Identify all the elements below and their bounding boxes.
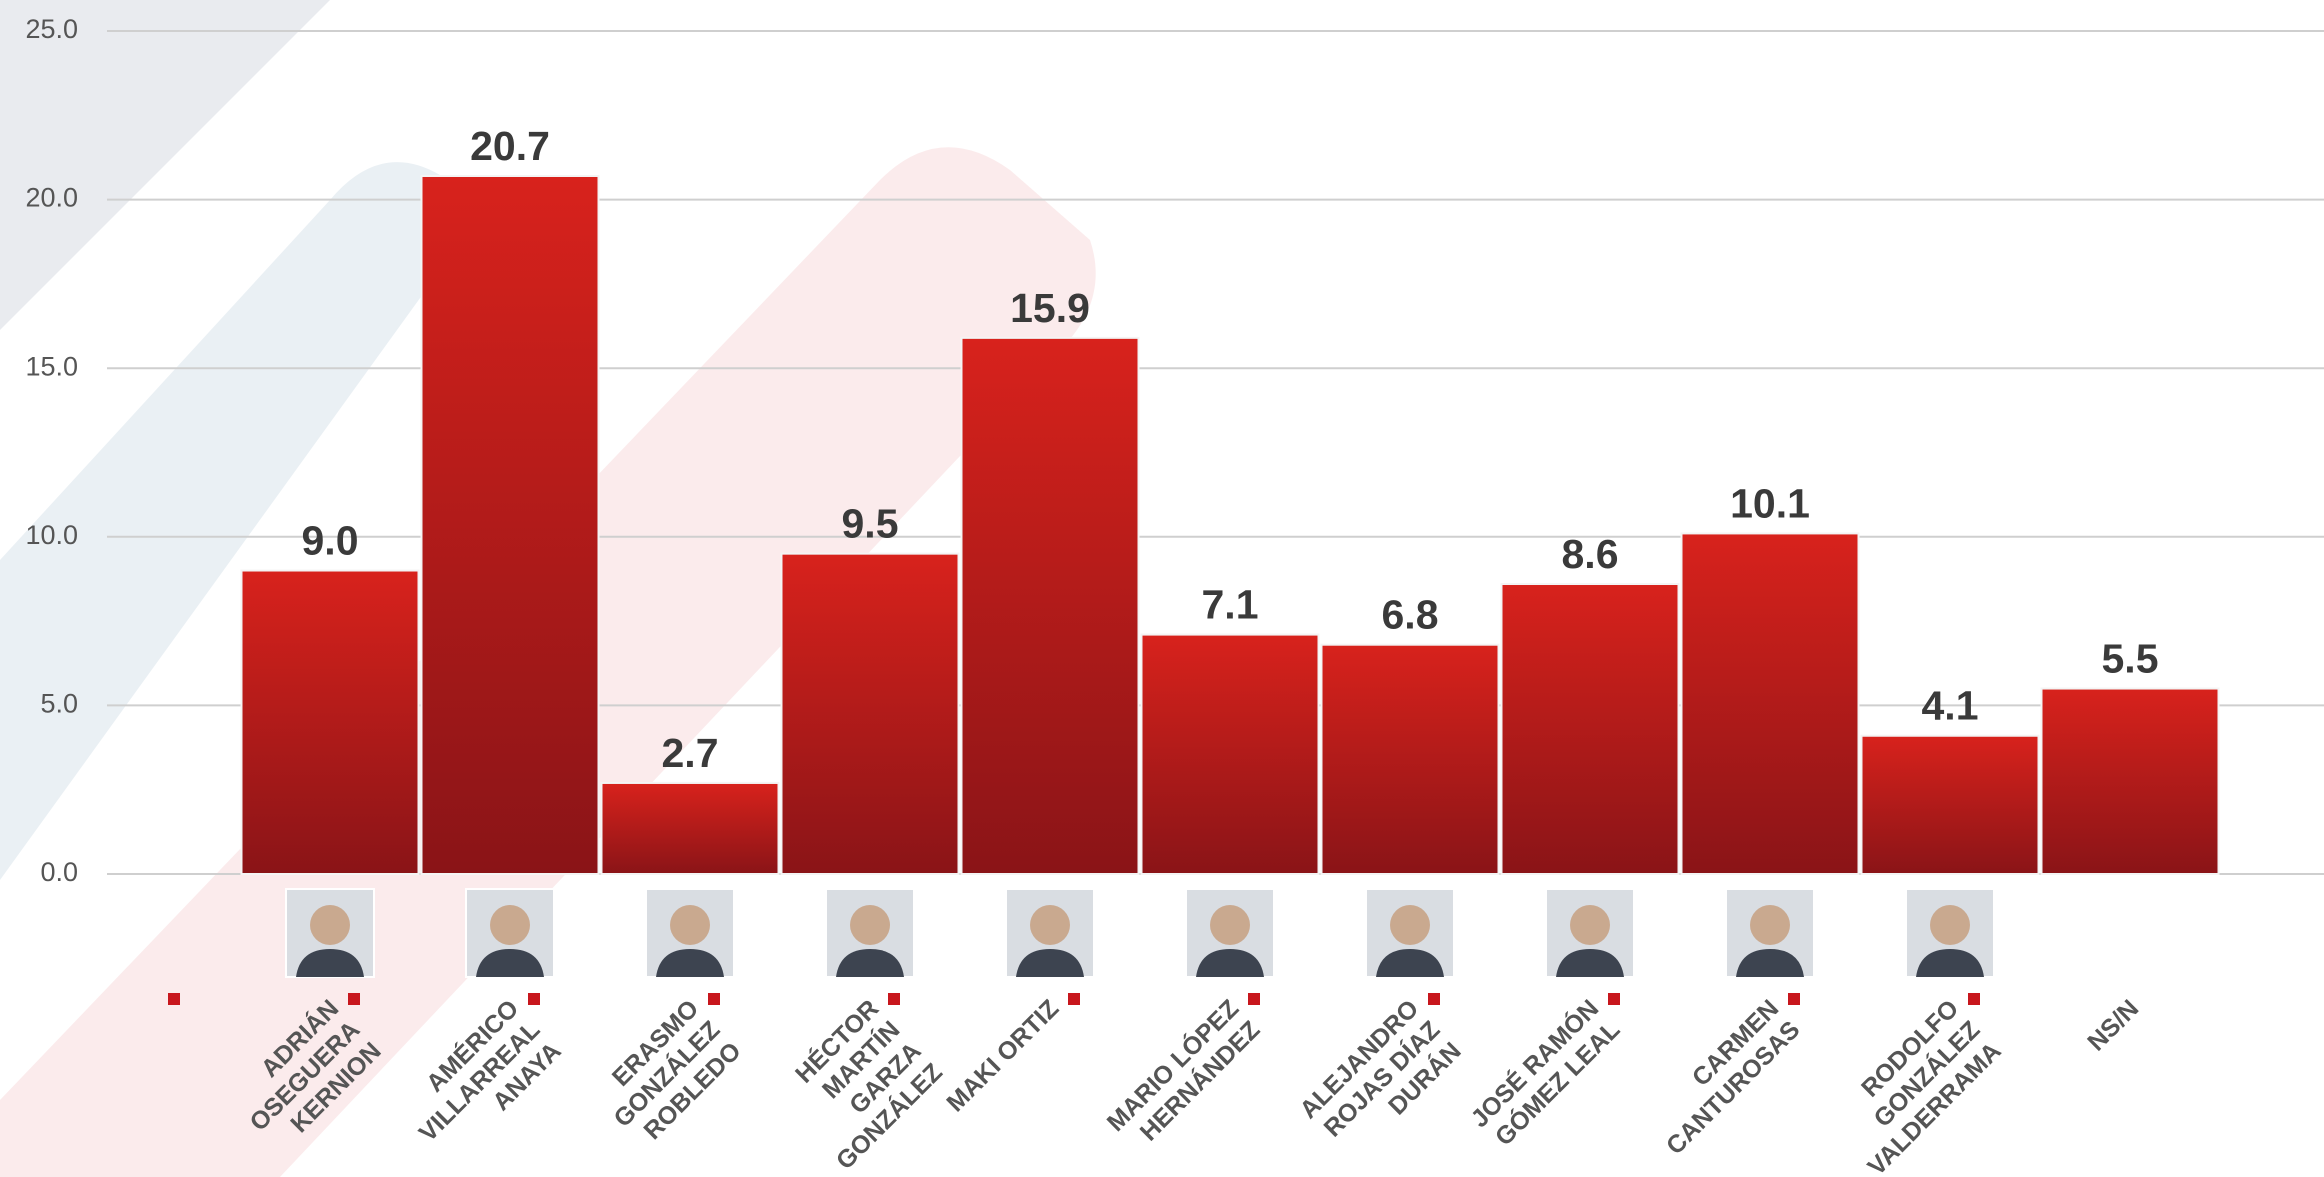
- y-tick-label: 5.0: [40, 689, 78, 719]
- value-label: 7.1: [1202, 582, 1259, 628]
- candidate-photo: [286, 889, 374, 977]
- value-label: 20.7: [470, 123, 550, 169]
- candidate-photo: [1186, 889, 1274, 977]
- legend-marker: [1428, 993, 1440, 1005]
- legend-marker: [1608, 993, 1620, 1005]
- candidate-photo: [1006, 889, 1094, 977]
- bar: [242, 571, 419, 874]
- photo-head: [310, 905, 350, 945]
- photo-head: [490, 905, 530, 945]
- value-label: 4.1: [1922, 683, 1979, 729]
- value-label: 10.1: [1730, 480, 1810, 526]
- photo-head: [1210, 905, 1250, 945]
- value-label: 8.6: [1562, 531, 1619, 577]
- candidate-photo: [466, 889, 554, 977]
- bar: [1322, 645, 1499, 874]
- candidate-photo: [1726, 889, 1814, 977]
- legend-marker: [1068, 993, 1080, 1005]
- legend-marker: [348, 993, 360, 1005]
- photo-head: [1750, 905, 1790, 945]
- candidate-photo: [1906, 889, 1994, 977]
- bar: [782, 554, 959, 874]
- bar: [422, 176, 599, 874]
- value-label: 9.5: [842, 501, 899, 547]
- y-tick-label: 20.0: [25, 183, 78, 213]
- legend-marker: [1968, 993, 1980, 1005]
- candidate-photo: [646, 889, 734, 977]
- candidate-photo: [1546, 889, 1634, 977]
- legend-marker: [1788, 993, 1800, 1005]
- bar: [1682, 533, 1859, 874]
- bar: [602, 783, 779, 874]
- y-tick-label: 25.0: [25, 14, 78, 44]
- value-label: 6.8: [1382, 592, 1439, 638]
- x-tick-label: ERASMOGONZÁLEZROBLEDO: [587, 994, 746, 1153]
- photo-head: [1030, 905, 1070, 945]
- bar: [962, 338, 1139, 874]
- photo-head: [670, 905, 710, 945]
- y-tick-label: 0.0: [40, 857, 78, 887]
- photo-head: [1390, 905, 1430, 945]
- value-label: 15.9: [1010, 285, 1090, 331]
- x-tick-label: ALEJANDROROJAS DÍAZDURÁN: [1294, 994, 1466, 1166]
- value-label: 9.0: [302, 518, 359, 564]
- y-tick-label: 10.0: [25, 520, 78, 550]
- value-label: 5.5: [2102, 636, 2159, 682]
- bar: [2042, 689, 2219, 874]
- photo-head: [1930, 905, 1970, 945]
- x-tick-label: JOSÉ RAMÓNGÓMEZ LEAL: [1464, 993, 1625, 1154]
- candidate-photo: [826, 889, 914, 977]
- x-tick-label: MAKI ORTIZ: [941, 994, 1064, 1117]
- candidate-photo: [1366, 889, 1454, 977]
- x-tick-label: MARIO LÓPEZHERNÁNDEZ: [1100, 993, 1265, 1158]
- legend-marker: [1248, 993, 1260, 1005]
- chart: 0.05.010.015.020.025.09.0ADRIÁNOSEGUERAK…: [0, 0, 2324, 1177]
- legend-marker: [888, 993, 900, 1005]
- x-tick-label: NS/N: [2082, 994, 2144, 1056]
- legend-marker: [528, 993, 540, 1005]
- bar: [1862, 736, 2039, 874]
- value-label: 2.7: [662, 730, 719, 776]
- page: {"chart_data": {"type": "bar", "categori…: [0, 0, 2324, 1177]
- photo-head: [1570, 905, 1610, 945]
- x-tick-label: CARMENCANTUROSAS: [1640, 994, 1806, 1160]
- x-tick-label: HÉCTORMARTÍNGARZAGONZÁLEZ: [767, 994, 948, 1175]
- legend-marker: [708, 993, 720, 1005]
- photo-head: [850, 905, 890, 945]
- y-tick-label: 15.0: [25, 351, 78, 381]
- x-tick-label: RODOLFOGONZÁLEZVALDERRAMA: [1820, 994, 2007, 1177]
- bar: [1142, 635, 1319, 874]
- bar: [1502, 584, 1679, 874]
- legend-marker: [168, 993, 180, 1005]
